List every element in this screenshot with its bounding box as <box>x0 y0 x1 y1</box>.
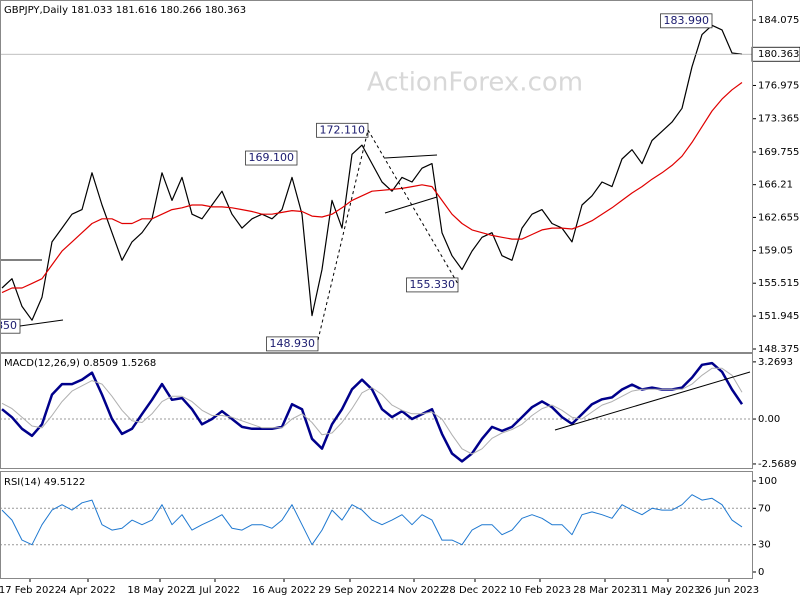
x-tick-label: 10 Feb 2023 <box>509 585 571 596</box>
x-tick-label: 1 Jul 2022 <box>190 585 240 596</box>
y-tick-label: 0.00 <box>758 414 780 425</box>
pane-title: MACD(12,26,9) 0.8509 1.5268 <box>4 358 156 369</box>
x-tick-label: 14 Nov 2022 <box>382 585 446 596</box>
annotation-label: 148.930 <box>270 337 316 350</box>
pane-frame <box>0 353 753 469</box>
pane-title: RSI(14) 49.5122 <box>4 477 85 488</box>
x-tick-label: 28 Mar 2023 <box>573 585 636 596</box>
pane-frame <box>0 0 753 353</box>
y-tick-label: 176.975 <box>758 80 799 91</box>
x-tick-label: 17 Feb 2022 <box>0 585 61 596</box>
x-tick-label: 28 Dec 2022 <box>443 585 507 596</box>
trend-lines <box>0 129 751 431</box>
watermark: ActionForex.com <box>367 68 583 98</box>
x-tick-label: 16 Aug 2022 <box>252 585 316 596</box>
y-tick-label: 30 <box>758 540 771 551</box>
annotation-label: 169.100 <box>249 151 295 164</box>
series-line <box>1 367 743 455</box>
pane-frames <box>0 0 753 579</box>
annotation-label: 183.990 <box>664 14 710 27</box>
y-tick-label: 148.375 <box>758 344 799 355</box>
x-tick-label: 29 Sep 2022 <box>318 585 381 596</box>
x-tick-label: 11 May 2023 <box>635 585 700 596</box>
series-line <box>1 494 743 546</box>
x-tick-label: 4 Apr 2022 <box>60 585 115 596</box>
y-tick-label: 173.365 <box>758 114 799 125</box>
series-line <box>1 24 743 321</box>
y-tick-label: 169.755 <box>758 147 799 158</box>
y-tick-label: 100 <box>758 476 777 487</box>
annotation-box <box>266 336 319 352</box>
annotation-box <box>406 277 459 293</box>
y-tick-label: 159.05 <box>758 246 793 257</box>
y-tick-label: -2.5689 <box>758 459 797 470</box>
trend-line <box>554 371 751 431</box>
y-tick-label: 155.515 <box>758 278 799 289</box>
annotation-box <box>0 318 21 334</box>
annotation-label: 155.330 <box>410 278 456 291</box>
pane-frame <box>0 471 753 579</box>
x-tick-label: 26 Jun 2023 <box>699 585 759 596</box>
y-tick-label: 184.075 <box>758 15 799 26</box>
annotation-box <box>660 13 713 29</box>
plot-layers: GBPJPY,Daily 181.033 181.616 180.266 180… <box>0 5 800 596</box>
trend-line <box>19 319 64 327</box>
series-line <box>1 82 743 294</box>
y-tick-label: 151.945 <box>758 311 799 322</box>
trend-line <box>384 154 438 159</box>
y-tick-label: 3.2693 <box>758 357 793 368</box>
annotation-label: 172.110 <box>320 123 366 136</box>
series-line <box>1 361 744 463</box>
trend-line <box>384 196 438 214</box>
y-tick-label: 0 <box>758 567 764 578</box>
x-tick-label: 18 May 2022 <box>127 585 192 596</box>
y-tick-label: 162.655 <box>758 212 799 223</box>
annotation-label: 850 <box>0 319 17 332</box>
last-price-label: 180.363 <box>758 49 799 60</box>
y-tick-label: 166.21 <box>758 180 793 191</box>
pane-title: GBPJPY,Daily 181.033 181.616 180.266 180… <box>4 5 246 16</box>
annotation-box <box>245 150 298 166</box>
y-tick-label: 70 <box>758 503 771 514</box>
